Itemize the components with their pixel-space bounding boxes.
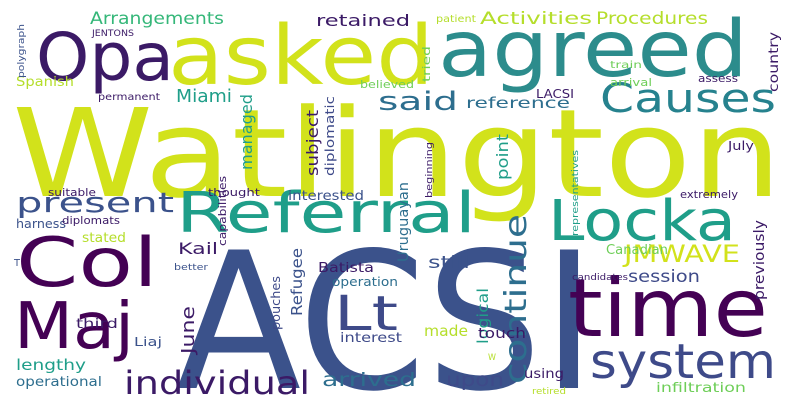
word-acsi: ACSI	[176, 212, 596, 405]
word-diplomats: diplomats	[62, 214, 120, 227]
word-liaj: Liaj	[134, 335, 162, 349]
word-tried: tried	[420, 46, 433, 82]
word-arrangements: Arrangements	[90, 9, 224, 29]
word-session: session	[628, 267, 700, 287]
word-spanish: Spanish	[16, 75, 74, 90]
word-permanent: permanent	[98, 92, 160, 103]
word-previously: previously	[752, 220, 768, 300]
word-representatives: representatives	[571, 150, 581, 236]
word-lengthy: lengthy	[16, 356, 86, 374]
word-june: June	[178, 306, 199, 355]
word-locka: Locka	[548, 189, 736, 254]
word-miami: Miami	[176, 86, 232, 107]
word-lt: Lt	[334, 286, 398, 342]
word-agreed: agreed	[438, 5, 748, 95]
word-pouches: pouches	[269, 276, 283, 330]
word-arrived: arrived	[322, 369, 416, 391]
word-train: train	[610, 60, 642, 71]
word-using: using	[524, 367, 564, 382]
word-system: system	[590, 334, 776, 390]
word-individual: individual	[124, 364, 310, 402]
word-asked: asked	[168, 9, 434, 104]
word-touch: touch	[478, 326, 526, 342]
word-subject: subject	[303, 110, 322, 176]
word-candidates: candidates	[572, 273, 628, 283]
word-extremely: extremely	[680, 188, 739, 201]
word-thought: thought	[208, 186, 261, 199]
word-batista: Batista	[318, 261, 374, 276]
word-continue: continue	[499, 214, 534, 384]
word-stated: stated	[82, 231, 126, 246]
word-col: Col	[16, 224, 158, 303]
word-made: made	[424, 322, 468, 340]
word-better: better	[174, 263, 208, 273]
word-country: country	[767, 32, 782, 92]
word-diplomatic: diplomatic	[323, 96, 337, 176]
word-infiltration: infiltration	[656, 381, 746, 396]
word-jmwave: JMWAVE	[622, 240, 740, 268]
word-capabilities: capabilities	[216, 176, 229, 246]
word-third: third	[76, 317, 118, 332]
word-referral: Referral	[176, 181, 476, 246]
word-interested: interested	[288, 189, 364, 204]
word-canadian: Canadian	[606, 243, 668, 258]
word-lacsi: LACSI	[536, 87, 574, 101]
word-upon: upon	[446, 369, 504, 391]
word-patient: patient	[436, 14, 476, 25]
word-activities: Activities	[480, 9, 592, 29]
word-point: point	[493, 134, 512, 180]
word-retained: retained	[316, 11, 410, 30]
word-assess: assess	[698, 72, 738, 85]
word-logical: logical	[474, 288, 492, 344]
word-uruguayan: Uruguayan	[396, 182, 412, 262]
word-suitable: suitable	[48, 186, 96, 199]
word-kail: Kail	[178, 239, 218, 258]
word-said: said	[378, 87, 458, 117]
word-operation: operation	[332, 275, 398, 289]
word-present: present	[16, 186, 174, 219]
word-beginning: beginning	[425, 142, 435, 198]
word-causes: Causes	[600, 76, 776, 122]
word-jentons: JENTONS	[91, 29, 134, 39]
word-arrival: arrival	[610, 76, 652, 89]
word-maj: Maj	[14, 290, 134, 364]
word-refugee: Refugee	[288, 248, 306, 316]
word-t: T	[13, 258, 21, 269]
word-interest: interest	[340, 331, 402, 346]
word-procedures: Procedures	[596, 9, 708, 29]
word-w: W	[488, 353, 496, 363]
word-reference: reference	[466, 94, 570, 112]
word-opa: Opa	[36, 19, 174, 96]
word-believed: believed	[360, 78, 414, 91]
word-polygraph: polygraph	[17, 24, 27, 78]
word-managed: managed	[237, 94, 256, 170]
word-still: still	[428, 253, 470, 273]
word-time: time	[568, 262, 768, 355]
word-watlington: Watlington	[12, 83, 782, 225]
word-retired: retired	[532, 387, 566, 397]
word-harness: harness	[16, 217, 66, 231]
word-july: July	[727, 139, 754, 153]
word-operational: operational	[16, 375, 102, 390]
